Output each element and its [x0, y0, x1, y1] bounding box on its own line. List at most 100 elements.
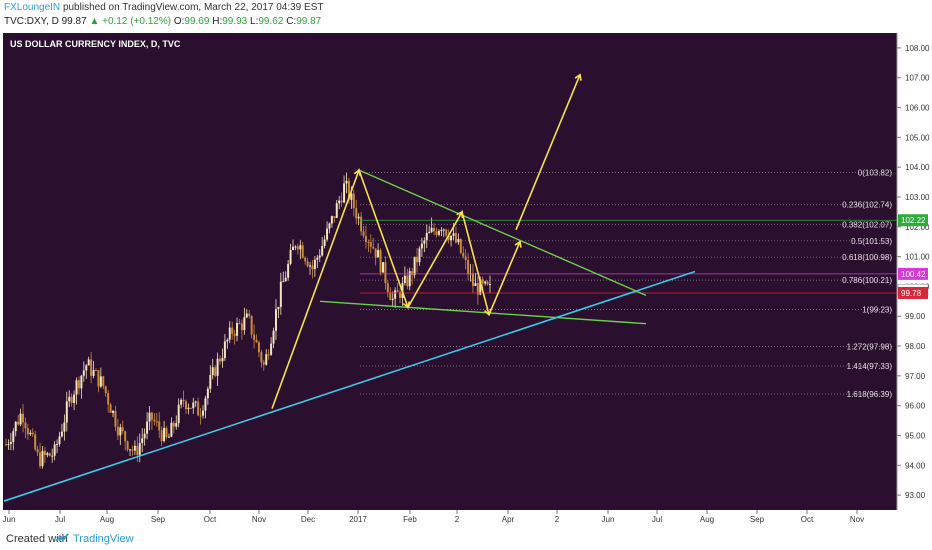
- fib-level-label: 0(103.82): [858, 169, 893, 178]
- candle-body: [294, 246, 297, 248]
- candle-body: [223, 341, 226, 359]
- fib-level-label: 0.5(101.53): [851, 237, 892, 246]
- y-tick-label: 107.00: [905, 74, 930, 83]
- candle-body: [364, 235, 367, 242]
- candle-body: [313, 259, 316, 270]
- candle-body: [109, 404, 112, 413]
- author-link[interactable]: FXLoungeIN: [4, 2, 61, 13]
- price-chart[interactable]: 93.0094.0095.0096.0097.0098.0099.00100.0…: [0, 33, 932, 525]
- close-value: 99.87: [296, 16, 322, 27]
- candle-body: [158, 421, 161, 431]
- fib-level-label: 1.272(97.98): [847, 343, 893, 352]
- candle-body: [396, 290, 399, 292]
- x-tick-label: Nov: [252, 515, 266, 524]
- x-tick-label: Jul: [652, 515, 662, 524]
- candle-body: [277, 306, 280, 310]
- candle-body: [216, 358, 219, 376]
- yellow-projection-arrow: [488, 241, 521, 316]
- candle-body: [146, 421, 149, 434]
- yellow-arrowhead: [456, 210, 464, 218]
- candle-body: [423, 240, 426, 244]
- candle-body: [126, 441, 129, 450]
- fib-level-label: 1.618(96.39): [847, 390, 893, 399]
- x-tick-label: Jun: [602, 515, 615, 524]
- low-value: 99.62: [258, 16, 284, 27]
- candle-body: [420, 243, 423, 249]
- candle-body: [94, 369, 97, 371]
- candle-body: [141, 438, 144, 443]
- close-label: C:: [286, 16, 297, 27]
- candle-body: [124, 431, 127, 442]
- candle-body: [153, 419, 156, 422]
- candle-body: [22, 413, 25, 423]
- candle-body: [435, 231, 438, 235]
- candle-body: [450, 235, 453, 241]
- candle-body: [291, 246, 294, 251]
- candle-body: [428, 231, 431, 234]
- candle-body: [236, 322, 239, 336]
- candle-body: [206, 388, 209, 399]
- candle-body: [262, 362, 265, 365]
- candle-body: [384, 262, 387, 284]
- cyan-trendline: [3, 270, 696, 502]
- y-tick-label: 104.00: [905, 163, 930, 172]
- fib-level-label: 0.618(100.98): [842, 253, 892, 262]
- chart-area[interactable]: 93.0094.0095.0096.0097.0098.0099.00100.0…: [0, 33, 932, 525]
- candle-body: [457, 239, 460, 243]
- candle-body: [24, 422, 27, 429]
- candle-body: [99, 376, 102, 387]
- plot-background: [3, 33, 897, 510]
- x-tick-label: 2: [455, 515, 460, 524]
- candle-body: [304, 257, 307, 262]
- candle-body: [403, 275, 406, 284]
- candle-body: [362, 231, 365, 236]
- x-tick-label: Oct: [204, 515, 217, 524]
- candle-body: [75, 380, 78, 395]
- candle-body: [129, 449, 132, 451]
- candle-body: [80, 375, 83, 389]
- candle-body: [489, 284, 491, 286]
- change-value: +0.12 (+0.12%): [102, 16, 172, 27]
- candle-body: [148, 412, 151, 422]
- candle-body: [347, 180, 350, 200]
- candle-body: [267, 354, 270, 356]
- open-value: 99.69: [184, 16, 210, 27]
- candle-body: [321, 246, 324, 256]
- candle-body: [377, 250, 380, 258]
- fib-level-label: 1(99.23): [862, 305, 892, 314]
- candle-body: [326, 228, 329, 240]
- candle-body: [481, 279, 484, 284]
- y-tick-label: 94.00: [905, 461, 926, 470]
- candle-body: [479, 279, 482, 295]
- candle-body: [77, 380, 80, 389]
- candle-body: [386, 283, 389, 293]
- tradingview-brand[interactable]: TradingView: [73, 533, 134, 545]
- candle-body: [408, 271, 411, 287]
- green-upper-trendline: [358, 169, 647, 296]
- candle-body: [233, 333, 236, 336]
- candle-body: [411, 271, 414, 276]
- candle-body: [425, 233, 428, 241]
- price-badge: [898, 267, 928, 280]
- candle-body: [430, 227, 433, 232]
- y-tick-label: 97.00: [905, 372, 926, 381]
- y-tick-label: 99.00: [905, 312, 926, 321]
- yellow-arrowhead: [574, 73, 582, 81]
- candle-body: [170, 422, 173, 437]
- candle-body: [257, 342, 260, 353]
- candle-body: [474, 283, 477, 286]
- candle-body: [155, 421, 158, 423]
- candle-body: [306, 261, 309, 267]
- candle-body: [464, 256, 467, 261]
- candle-body: [202, 410, 205, 416]
- candle-body: [163, 427, 166, 442]
- candle-body: [284, 277, 287, 282]
- y-tick-label: 98.00: [905, 342, 926, 351]
- candle-body: [248, 313, 251, 316]
- candle-body: [330, 216, 333, 224]
- candle-body: [56, 444, 59, 446]
- x-tick-label: Oct: [801, 515, 814, 524]
- candle-body: [379, 250, 382, 273]
- candle-body: [391, 298, 394, 300]
- candle-body: [240, 323, 243, 331]
